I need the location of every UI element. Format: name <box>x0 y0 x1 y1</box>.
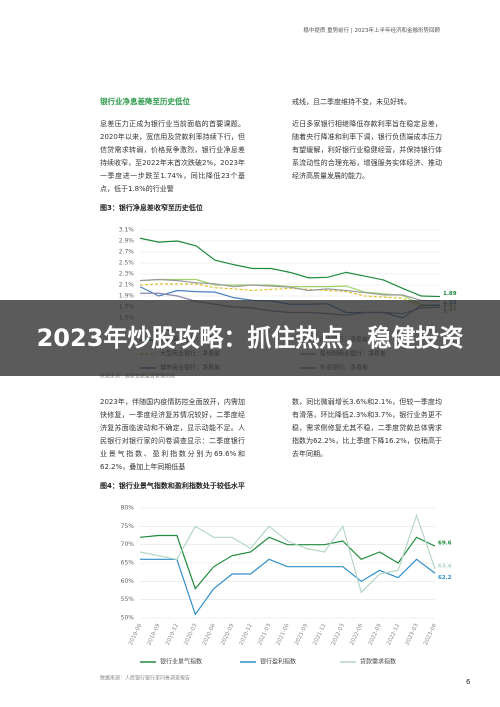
y-tick-label: 80% <box>121 505 135 512</box>
y-tick-label: 75% <box>121 523 135 530</box>
series-line <box>139 278 441 302</box>
chart-title: 图4：银行业景气指数和盈利指数处于较低水平 <box>100 481 245 490</box>
x-tick-label: 2023-03 <box>405 622 420 646</box>
paragraph: 2023年，伴随国内疫情防控全面放开，内需加快修复，一季度经济复苏情况较好，二季… <box>100 398 245 471</box>
x-tick-label: 2022-06 <box>349 622 364 646</box>
paragraph: 数，同比微弱增长3.6%和2.1%，但较一季度均有滑落，环比降低2.3%和3.7… <box>292 398 442 458</box>
y-tick-label: 70% <box>121 541 135 548</box>
section-title: 银行业净息差降至历史低位 <box>100 97 190 106</box>
y-tick-label: 65% <box>121 560 135 567</box>
y-tick-label: 2.3% <box>119 271 135 278</box>
series-line <box>139 237 441 298</box>
x-tick-label: 2019-12 <box>165 623 180 646</box>
x-tick-label: 2022-09 <box>368 622 383 646</box>
series-line <box>140 558 436 616</box>
x-tick-label: 2022-12 <box>386 623 401 646</box>
y-tick-label: 2.1% <box>119 282 135 289</box>
legend-label: 银行业景气指数 <box>160 658 202 666</box>
data-label: 62.2 <box>438 575 452 581</box>
x-tick-label: 2020-12 <box>239 623 254 646</box>
x-tick-label: 2021-12 <box>312 623 327 646</box>
series-line <box>139 283 440 308</box>
x-tick-label: 2020-03 <box>183 622 198 646</box>
x-tick-label: 2022-03 <box>331 622 346 646</box>
overlay-title: 2023年炒股攻略：抓住热点，稳健投资 <box>36 324 464 352</box>
chart-title: 图3：银行净息差收窄至历史低位 <box>100 203 203 212</box>
data-label: 69.6 <box>438 541 452 547</box>
y-tick-label: 55% <box>121 596 135 603</box>
paragraph: 近日多家银行相继降低存款利率旨在稳定息差，随着央行降准和利率下调，银行负债端成本… <box>292 120 442 180</box>
y-tick-label: 50% <box>121 615 135 622</box>
source-note: 数据来源：人民银行银行家问卷调查报告 <box>100 675 190 682</box>
x-tick-label: 2020-06 <box>202 622 217 646</box>
paragraph: 戒线，且二季度维持不变，未见好转。 <box>292 98 411 106</box>
x-tick-label: 2020-09 <box>220 622 235 646</box>
y-tick-label: 1.9% <box>119 293 135 300</box>
y-tick-label: 2.7% <box>119 249 135 256</box>
page-number: 6 <box>466 678 471 686</box>
legend-label: 银行盈利指数 <box>260 658 296 666</box>
y-tick-label: 2.5% <box>119 260 135 267</box>
header: 稳中提质 重势前行 | 2023年上半年经济和金融形势回顾 <box>303 28 440 34</box>
data-label: 63.4 <box>438 563 452 569</box>
data-label: 1.89 <box>443 291 457 297</box>
x-tick-label: 2021-09 <box>294 622 309 646</box>
source-note: 数据来源：国家金融监督管理总局 <box>100 373 175 380</box>
x-tick-label: 2019-09 <box>146 622 161 646</box>
y-tick-label: 2.9% <box>119 238 135 245</box>
y-tick-label: 3.1% <box>119 227 135 234</box>
paragraph: 息差压力正成为银行业当前面临的首要课题。2020年以来，宽信用及贷款利率持续下行… <box>100 120 245 193</box>
series-line <box>139 534 436 590</box>
x-tick-label: 2019-06 <box>128 622 143 646</box>
x-tick-label: 2021-03 <box>257 622 272 646</box>
series-line <box>139 513 436 594</box>
legend-label: 贷款需求指数 <box>360 658 396 666</box>
x-tick-label: 2021-06 <box>276 622 291 646</box>
x-tick-label: 2023-06 <box>423 622 438 646</box>
chart: 图4：银行业景气指数和盈利指数处于较低水平 50% 55% 60% 65% 70% 75% 8… <box>100 481 452 682</box>
overlay-banner: 2023年炒股攻略：抓住热点，稳健投资 <box>0 300 500 376</box>
y-tick-label: 60% <box>121 578 135 585</box>
